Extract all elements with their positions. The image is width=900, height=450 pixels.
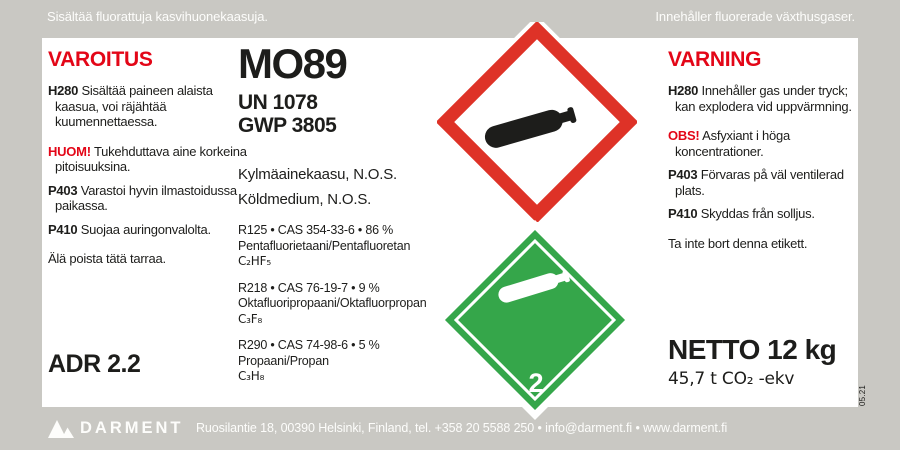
component-formula: C₃H₈ bbox=[238, 369, 265, 383]
footer-brand: DARMENT bbox=[80, 419, 184, 437]
obs-label: OBS! bbox=[668, 128, 700, 143]
component-spec: R125 • CAS 354-33-6 • 86 % bbox=[238, 223, 394, 237]
p403-code: P403 bbox=[668, 167, 698, 182]
p410-code: P410 bbox=[668, 206, 698, 221]
component-name: Pentafluorietaani/Pentafluoretan bbox=[238, 238, 411, 253]
h280-text: Sisältää paineen alaista kaasua, voi räj… bbox=[55, 83, 213, 129]
component-name: Oktafluoripropaani/Oktafluorpropan bbox=[238, 296, 427, 310]
footer-contact: Ruosilantie 18, 00390 Helsinki, Finland,… bbox=[196, 421, 728, 435]
net-weight: NETTO 12 kg bbox=[668, 334, 837, 365]
component-r218: R218 • CAS 76-19-7 • 9 % Oktafluoripropa… bbox=[238, 281, 450, 328]
adr-rating: ADR 2.2 bbox=[48, 350, 141, 378]
p403-text: Förvaras på väl ventilerad plats. bbox=[675, 167, 844, 198]
do-not-remove-note-sv: Ta inte bort denna etikett. bbox=[668, 235, 808, 251]
p410-statement-sv: P410 Skyddas från solljus. bbox=[668, 206, 862, 222]
label-card: VAROITUS H280 Sisältää paineen alaista k… bbox=[42, 22, 858, 420]
p403-statement-sv: P403 Förvaras på väl ventilerad plats. bbox=[668, 167, 862, 198]
huom-label: HUOM! bbox=[48, 143, 91, 159]
top-bar-left-text: Sisältää fluorattuja kasvihuonekaasuja. bbox=[47, 9, 268, 24]
adr-class2-gas-icon: 2 bbox=[435, 220, 635, 420]
warning-section-fi: VAROITUS H280 Sisältää paineen alaista k… bbox=[48, 48, 248, 275]
warning-section-sv: VARNING H280 Innehåller gas under tryck;… bbox=[668, 48, 862, 259]
product-name-sv: Köldmedium, N.O.S. bbox=[238, 191, 372, 208]
warning-title-fi: VAROITUS bbox=[48, 48, 153, 71]
component-name: Propaani/Propan bbox=[238, 353, 329, 368]
component-spec: R290 • CAS 74-98-6 • 5 % bbox=[238, 338, 380, 352]
product-ids: UN 1078 GWP 3805 bbox=[238, 91, 450, 137]
warning-title-sv: VARNING bbox=[668, 48, 762, 71]
p410-text: Skyddas från solljus. bbox=[700, 206, 815, 221]
obs-statement: OBS! Asfyxiant i höga koncentrationer. bbox=[668, 128, 862, 159]
huom-statement: HUOM! Tukehduttava aine korkeina pitoisu… bbox=[48, 144, 248, 175]
h280-statement-fi: H280 Sisältää paineen alaista kaasua, vo… bbox=[48, 83, 248, 130]
print-code: 05.21 bbox=[858, 384, 867, 406]
un-number: UN 1078 bbox=[238, 91, 318, 114]
h280-code: H280 bbox=[48, 83, 79, 98]
component-spec: R218 • CAS 76-19-7 • 9 % bbox=[238, 280, 380, 295]
product-names: Kylmäainekaasu, N.O.S. Köldmedium, N.O.S… bbox=[238, 162, 450, 212]
hazard-class-number: 2 bbox=[528, 368, 543, 398]
do-not-remove-note-fi: Älä poista tätä tarraa. bbox=[48, 251, 166, 266]
darment-mountain-icon bbox=[48, 420, 74, 438]
top-bar-right-text: Innehåller fluorerade växthusgaser. bbox=[655, 9, 855, 24]
p403-text: Varastoi hyvin ilmastoidussa paikassa. bbox=[55, 182, 237, 214]
product-code: MO89 bbox=[238, 40, 348, 87]
huom-text: Tukehduttava aine korkeina pitoisuuksina… bbox=[55, 143, 247, 175]
co2-equivalent: 45,7 t CO₂ -ekv bbox=[668, 369, 795, 389]
component-list: R125 • CAS 354-33-6 • 86 % Pentafluoriet… bbox=[238, 223, 450, 385]
gas-cylinder-icon bbox=[498, 270, 570, 303]
p403-code: P403 bbox=[48, 182, 78, 198]
component-formula: C₂HF₅ bbox=[238, 254, 271, 268]
h280-statement-sv: H280 Innehåller gas under tryck; kan exp… bbox=[668, 83, 862, 114]
ghs04-pressure-gas-icon bbox=[437, 22, 637, 222]
component-r125: R125 • CAS 354-33-6 • 86 % Pentafluoriet… bbox=[238, 223, 450, 270]
p410-code: P410 bbox=[48, 221, 78, 237]
h280-text: Innehåller gas under tryck; kan exploder… bbox=[675, 83, 852, 114]
gas-cylinder-icon bbox=[484, 107, 577, 148]
component-r290: R290 • CAS 74-98-6 • 5 % Propaani/Propan… bbox=[238, 338, 450, 385]
net-weight-block: NETTO 12 kg 45,7 t CO₂ -ekv bbox=[668, 334, 837, 389]
p410-statement-fi: P410 Suojaa auringonvalolta. bbox=[48, 222, 248, 238]
obs-text: Asfyxiant i höga koncentrationer. bbox=[675, 128, 790, 159]
p410-text: Suojaa auringonvalolta. bbox=[80, 221, 211, 237]
product-name-fi: Kylmäainekaasu, N.O.S. bbox=[238, 166, 398, 183]
product-section: MO89 UN 1078 GWP 3805 Kylmäainekaasu, N.… bbox=[238, 42, 450, 396]
h280-code: H280 bbox=[668, 83, 699, 98]
gwp-value: GWP 3805 bbox=[238, 114, 337, 137]
p403-statement-fi: P403 Varastoi hyvin ilmastoidussa paikas… bbox=[48, 183, 248, 214]
component-formula: C₃F₈ bbox=[238, 311, 263, 326]
